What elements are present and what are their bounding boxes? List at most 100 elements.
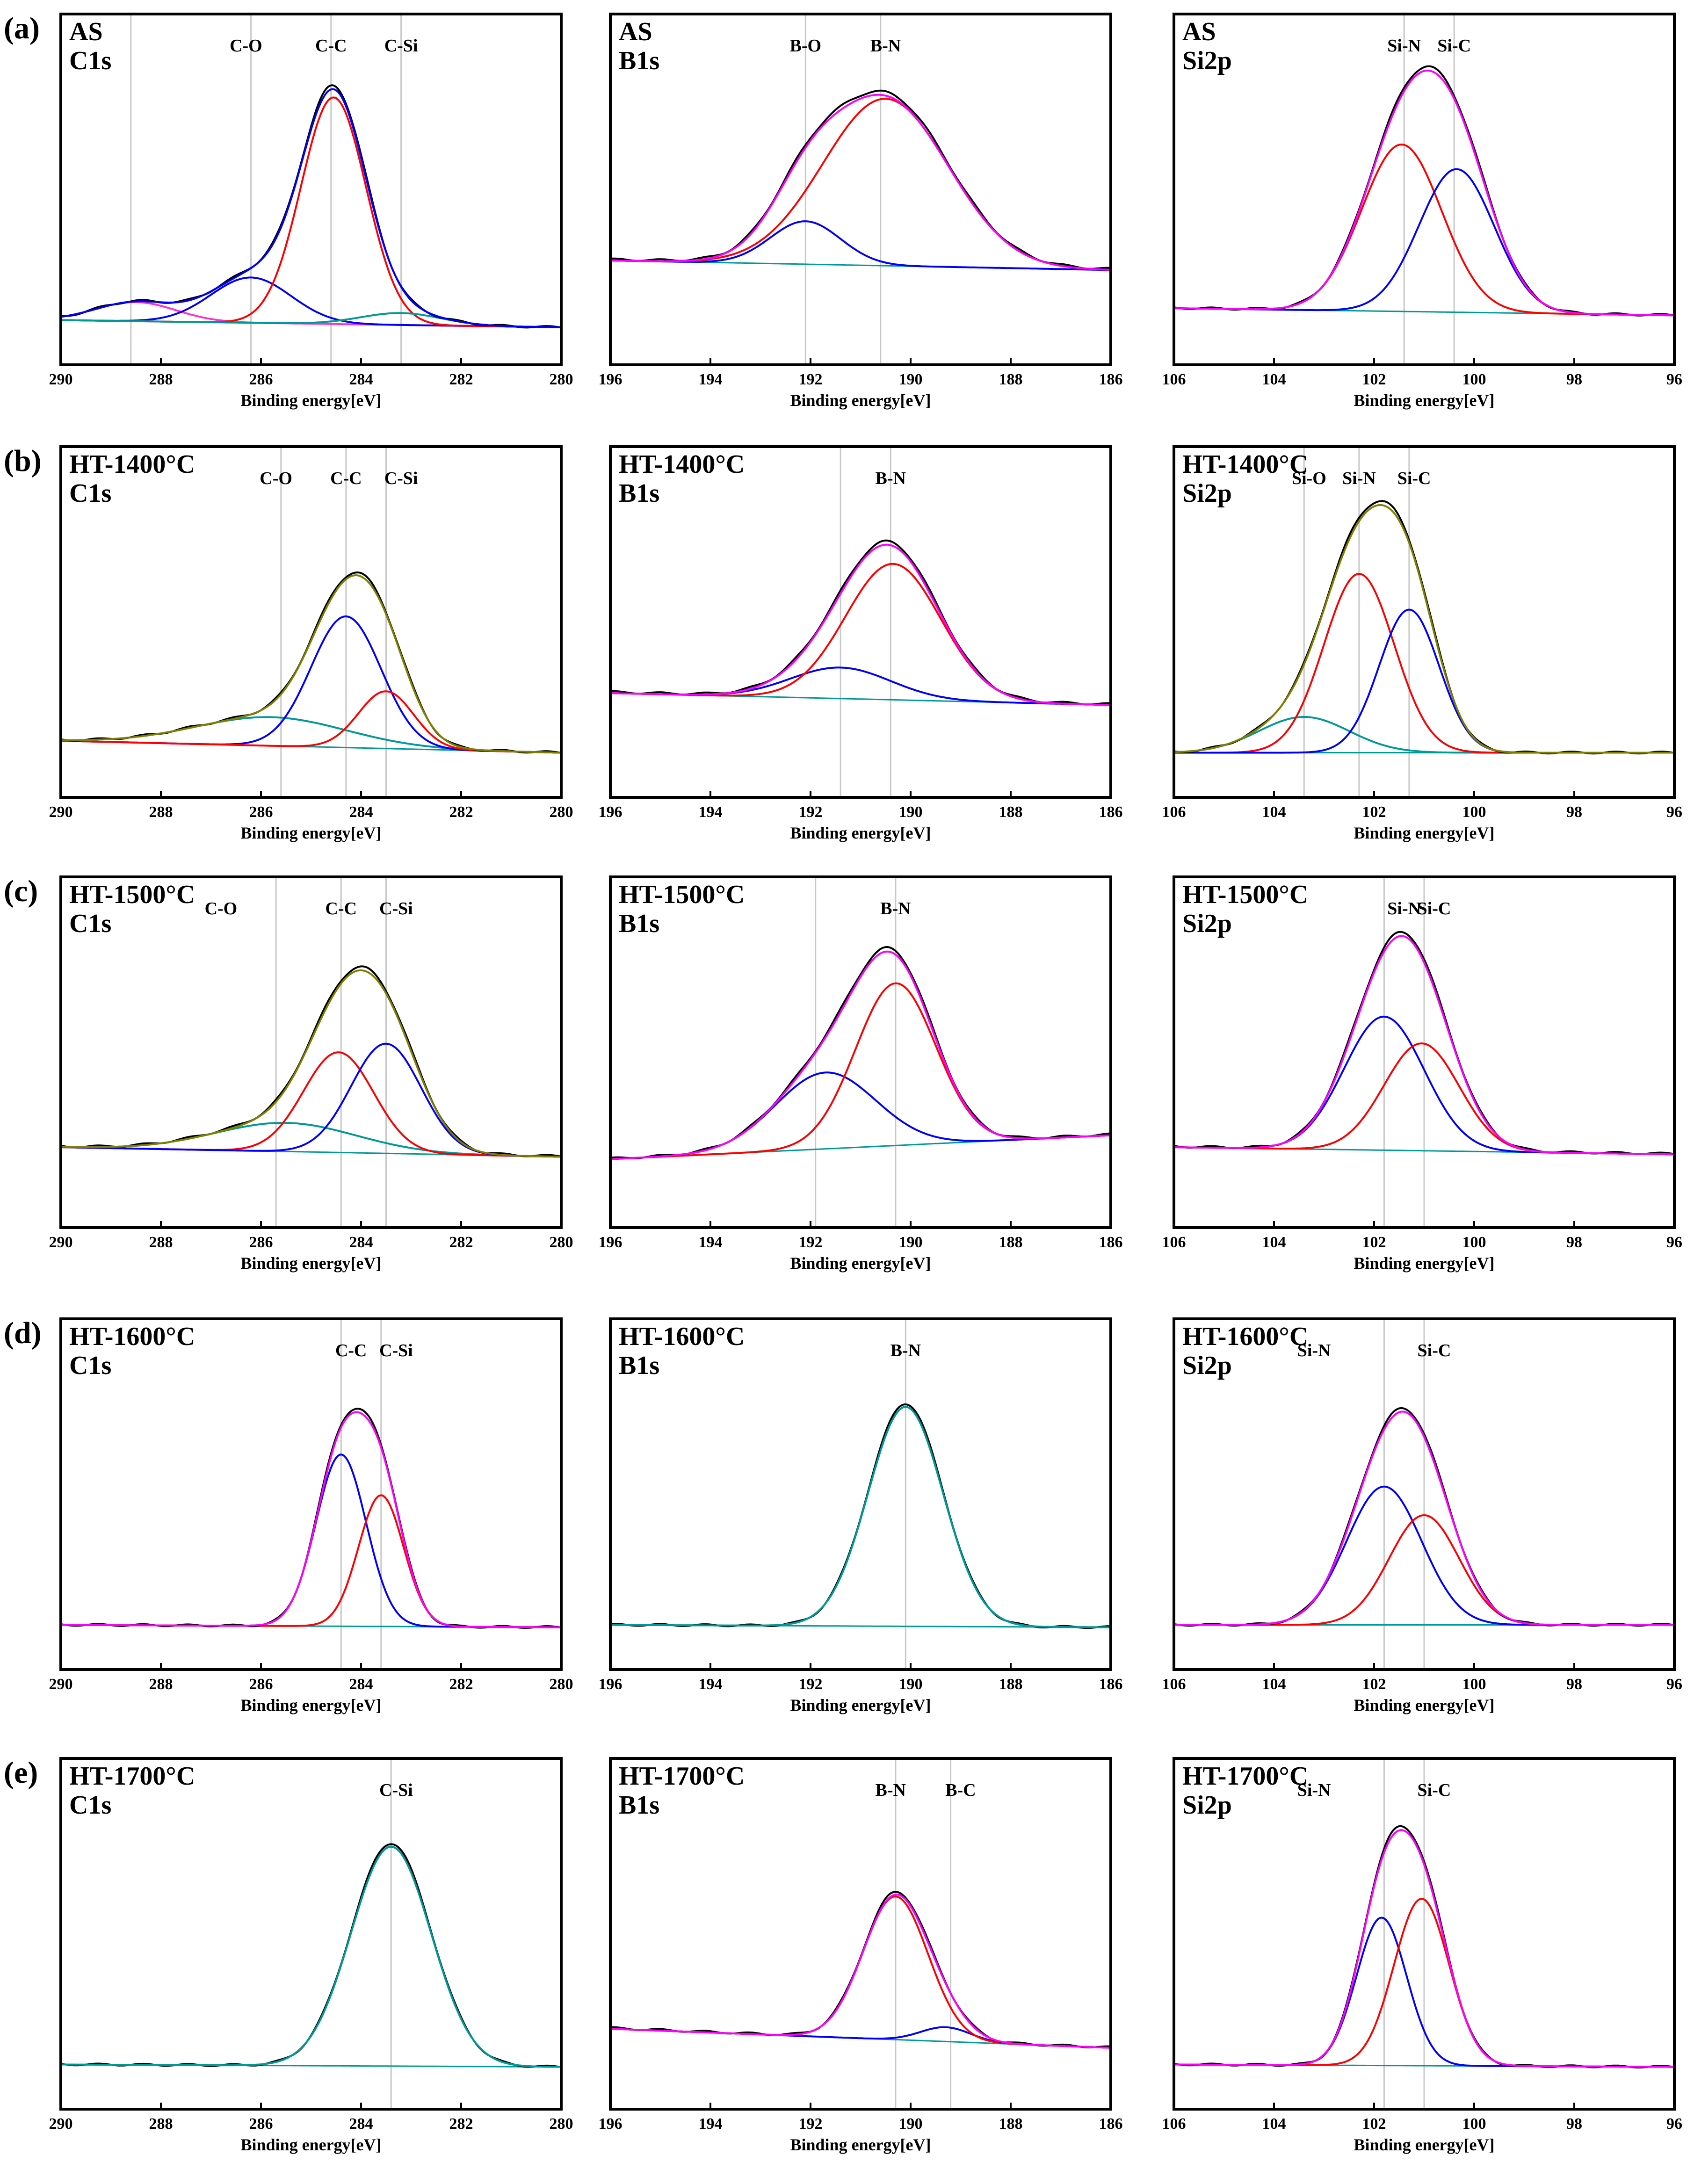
row-label: (e) [4,1756,38,1790]
raw-data-curve [60,84,562,329]
x-axis-title: Binding energy[eV] [241,1254,382,1273]
sample-label: HT-1400°C [1182,450,1308,479]
plot-frame [59,1757,563,2111]
peak-label: C-Si [384,36,418,56]
peak-label: C-C [325,899,357,918]
plot-frame [1173,1757,1676,2111]
peak-label: Si-C [1397,469,1431,488]
x-tick-label: 188 [999,803,1023,821]
x-tick-label: 96 [1666,803,1682,821]
peak-label: C-C [315,36,347,56]
component-curve [610,563,1111,706]
plot-frame [609,875,1112,1229]
component-curve [610,982,1111,1160]
sample-label: HT-1700°C [619,1762,745,1791]
sample-label: HT-1400°C [619,450,745,479]
plot-frame [59,13,563,366]
plot-frame [59,875,563,1229]
sample-label: HT-1600°C [1182,1322,1308,1351]
sample-label: HT-1400°C [69,450,195,479]
sample-label: HT-1600°C [619,1322,745,1351]
x-tick-label: 100 [1462,803,1486,821]
x-tick-label: 284 [349,2115,373,2133]
component-curve [1174,608,1674,754]
x-tick-label: 288 [149,803,173,821]
sample-label: AS [619,17,652,46]
x-tick-label: 106 [1162,371,1186,388]
x-tick-label: 290 [49,2115,73,2133]
sample-label: HT-1600°C [69,1322,195,1351]
raw-data-curve [610,946,1111,1159]
peak-label: C-C [335,1341,367,1360]
peak-label: B-N [875,1780,905,1800]
envelope-curve [1174,1410,1674,1626]
x-tick-label: 280 [550,803,573,821]
x-tick-label: 188 [999,2115,1023,2133]
sample-label: HT-1700°C [1182,1762,1308,1791]
x-tick-label: 188 [999,1234,1023,1251]
x-tick-label: 186 [1099,371,1123,388]
x-tick-label: 196 [599,371,623,388]
x-tick-label: 102 [1362,1234,1386,1251]
x-tick-label: 106 [1162,803,1186,821]
x-tick-label: 286 [249,1234,273,1251]
x-tick-label: 190 [899,803,923,821]
sample-label: AS [1182,17,1216,46]
plot-frame [59,1317,563,1671]
x-axis-title: Binding energy[eV] [1354,1254,1495,1273]
plot-frame [1173,875,1676,1229]
x-axis-title: Binding energy[eV] [241,391,382,410]
plot-frame [59,445,563,799]
component-curve [610,1895,1111,2049]
x-tick-label: 188 [999,371,1023,388]
peak-label: B-C [945,1780,976,1800]
x-axis-title: Binding energy[eV] [790,1254,931,1273]
x-tick-label: 288 [149,1234,173,1251]
x-tick-label: 290 [49,803,73,821]
peak-label: C-Si [379,1341,413,1360]
x-axis-title: Binding energy[eV] [241,824,382,842]
envelope-curve [1174,1829,1674,2068]
component-curve [610,220,1111,271]
peak-label: C-O [230,36,262,56]
x-tick-label: 282 [449,1676,473,1693]
x-axis-title: Binding energy[eV] [790,1696,931,1714]
x-tick-label: 96 [1666,1234,1682,1251]
x-tick-label: 98 [1566,1676,1582,1693]
x-tick-label: 284 [349,1234,373,1251]
orbital-label: Si2p [1182,909,1232,938]
x-axis-title: Binding energy[eV] [790,2135,931,2154]
component-curve [1173,168,1675,317]
x-tick-label: 284 [349,371,373,388]
envelope-curve [61,1845,561,2068]
component-curve [610,1071,1111,1160]
x-tick-label: 106 [1162,1676,1186,1693]
x-axis-title: Binding energy[eV] [241,2135,382,2154]
plot-frame [609,1317,1112,1671]
peak-label: Si-N [1387,899,1421,918]
x-tick-label: 186 [1099,1676,1123,1693]
orbital-label: Si2p [1182,1791,1232,1820]
x-tick-label: 282 [449,371,473,388]
envelope-curve [610,543,1111,706]
x-tick-label: 192 [799,1676,823,1693]
x-tick-label: 286 [249,1676,273,1693]
row-label: (c) [4,874,38,908]
x-tick-label: 102 [1362,1676,1386,1693]
plot-frame [609,1757,1112,2111]
x-tick-label: 102 [1362,803,1386,821]
x-tick-label: 104 [1262,1676,1286,1693]
raw-data-curve [60,1408,562,1629]
sample-label: AS [69,17,103,46]
x-tick-label: 192 [799,1234,823,1251]
x-tick-label: 280 [550,1676,573,1693]
x-tick-label: 186 [1099,2115,1123,2133]
x-tick-label: 194 [699,371,723,388]
peak-label: C-Si [384,469,418,488]
